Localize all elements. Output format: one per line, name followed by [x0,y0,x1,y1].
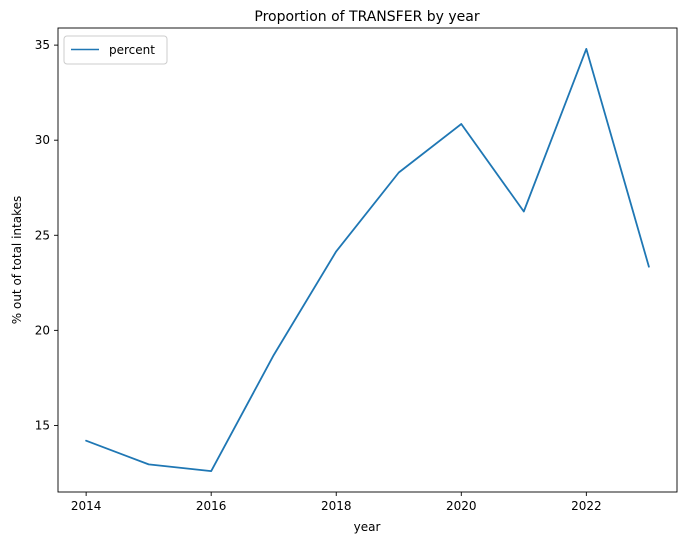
legend-box [63,35,168,65]
x-tick-label: 2018 [321,499,352,513]
plot-area [58,28,677,492]
x-axis-label: year [354,520,381,534]
legend: percent [63,35,168,65]
x-tick-label: 2022 [571,499,602,513]
y-tick-label: 35 [35,38,50,52]
y-tick-label: 20 [35,323,50,337]
x-tick-label: 2016 [196,499,227,513]
x-axis-ticks: 2014 2016 2018 2020 2022 [71,492,602,513]
legend-label-percent: percent [109,43,155,57]
x-tick-label: 2014 [71,499,102,513]
y-tick-label: 25 [35,228,50,242]
y-tick-label: 30 [35,133,50,147]
plot-frame [57,27,678,493]
y-axis-label: % out of total intakes [10,196,24,324]
y-tick-label: 15 [35,418,50,432]
chart-title: Proportion of TRANSFER by year [254,9,479,25]
y-axis-ticks: 15 20 25 30 35 [35,38,58,432]
x-tick-label: 2020 [446,499,477,513]
series-line-percent [85,48,650,473]
series-layer [85,48,650,473]
